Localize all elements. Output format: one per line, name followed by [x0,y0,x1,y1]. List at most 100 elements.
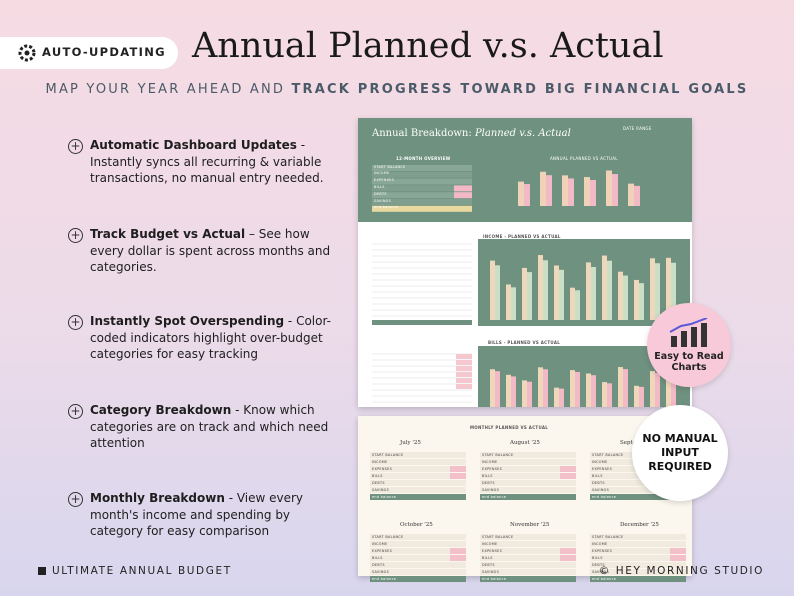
income-bar [591,267,596,320]
feature-text: – See how every dollar is spent across m… [90,227,331,274]
month-row-label: BILLS [592,473,603,478]
overview-row [372,178,472,185]
annual-bar [584,177,590,206]
title: Annual Planned v.s. Actual [192,26,664,66]
dashboard-screenshot: Annual Breakdown: Planned v.s. Actual DA… [358,118,692,407]
over-budget-cell [454,192,472,199]
annual-bar [546,175,552,206]
bills-bar [495,371,500,407]
month-title: August '25 [510,440,540,446]
table-total [372,320,472,325]
month-row [370,555,466,561]
month-row [370,576,466,582]
income-bar [506,284,511,320]
chart-icon [669,316,708,347]
bills-bar [607,383,612,407]
income-bar [511,287,516,320]
month-row [590,548,686,554]
feature: Instantly Spot Overspending - Color-code… [90,313,340,363]
gear-icon [18,44,36,62]
feature: Automatic Dashboard Updates - Instantly … [90,137,340,187]
annual-bar [540,171,546,206]
month-row [480,555,576,561]
over-budget-cell [560,473,576,479]
date-range: DATE RANGE [623,126,652,131]
bills-bar [522,380,527,407]
month-row [370,487,466,493]
subtitle: MAP YOUR YEAR AHEAD AND TRACK PROGRESS T… [0,82,794,97]
income-bar [671,262,676,320]
feature-icon: + [68,139,83,154]
bills-bar [623,369,628,407]
month-row-label: INCOME [482,541,498,546]
month-row-label: START BALANCE [372,452,404,457]
footer-right: © HEY MORNING STUDIO [598,565,764,577]
feature-text: - Know which categories are on track and… [90,403,329,450]
month-row-label: BILLS [372,555,383,560]
month-row-label: DEBTS [482,480,495,485]
month-row [590,480,686,486]
annual-bar [628,183,634,206]
month-row-label: BILLS [372,473,383,478]
month-title: October '25 [400,522,433,528]
month-row-label: EXPENSES [592,466,613,471]
feature-icon: + [68,228,83,243]
manual-callout: NO MANUAL INPUT REQUIRED [632,405,728,501]
bills-bar [591,375,596,407]
bills-bar [671,374,676,407]
month-title: December '25 [620,522,659,528]
month-row [590,569,686,575]
overview-row-label: end balance [374,205,399,210]
month-row-label: DEBTS [592,480,605,485]
income-bar [602,255,607,320]
income-bar [639,283,644,320]
footer-square [38,567,46,575]
bills-bar [511,376,516,407]
income-bar [522,267,527,320]
annual-bar [606,170,612,206]
over-budget-cell [670,555,686,561]
feature-heading: Monthly Breakdown [90,491,225,505]
month-row [370,480,466,486]
footer-left: ULTIMATE ANNUAL BUDGET [52,565,232,577]
month-row-label: DEBTS [372,562,385,567]
over-budget-cell [450,466,466,472]
month-row [590,487,686,493]
monthly-title: MONTHLY PLANNED VS ACTUAL [470,425,549,430]
bills-bar [650,371,655,407]
month-row [480,480,576,486]
bills-bar [506,374,511,407]
income-bar [554,265,559,320]
month-row [480,473,576,479]
month-row [590,576,686,582]
month-row-label: EXPENSES [482,466,503,471]
income-bar [570,287,575,320]
month-row [480,459,576,465]
overview-row [372,185,472,192]
bills-bar [602,382,607,407]
month-row [480,452,576,458]
bills-bar [559,388,564,407]
income-bar [543,260,548,320]
feature-icon: + [68,315,83,330]
month-row [480,548,576,554]
month-row-label: EXPENSES [372,466,393,471]
bills-bar [543,369,548,407]
month-row [590,555,686,561]
sheet-title-italic: Planned v.s. Actual [474,128,571,139]
month-row-label: DEBTS [592,562,605,567]
month-row-label: SAVINGS [482,569,500,574]
month-row-label: EXPENSES [592,548,613,553]
month-row [370,541,466,547]
bills-bar [655,372,660,407]
month-row [480,576,576,582]
over-budget-cell [560,555,576,561]
month-title: July '25 [400,440,421,446]
month-row [590,494,686,500]
income-bar [623,275,628,320]
income-bar [655,263,660,320]
month-row-label: INCOME [372,459,388,464]
annual-bar [568,178,574,206]
month-row [480,534,576,540]
over-budget-cell [456,360,472,365]
